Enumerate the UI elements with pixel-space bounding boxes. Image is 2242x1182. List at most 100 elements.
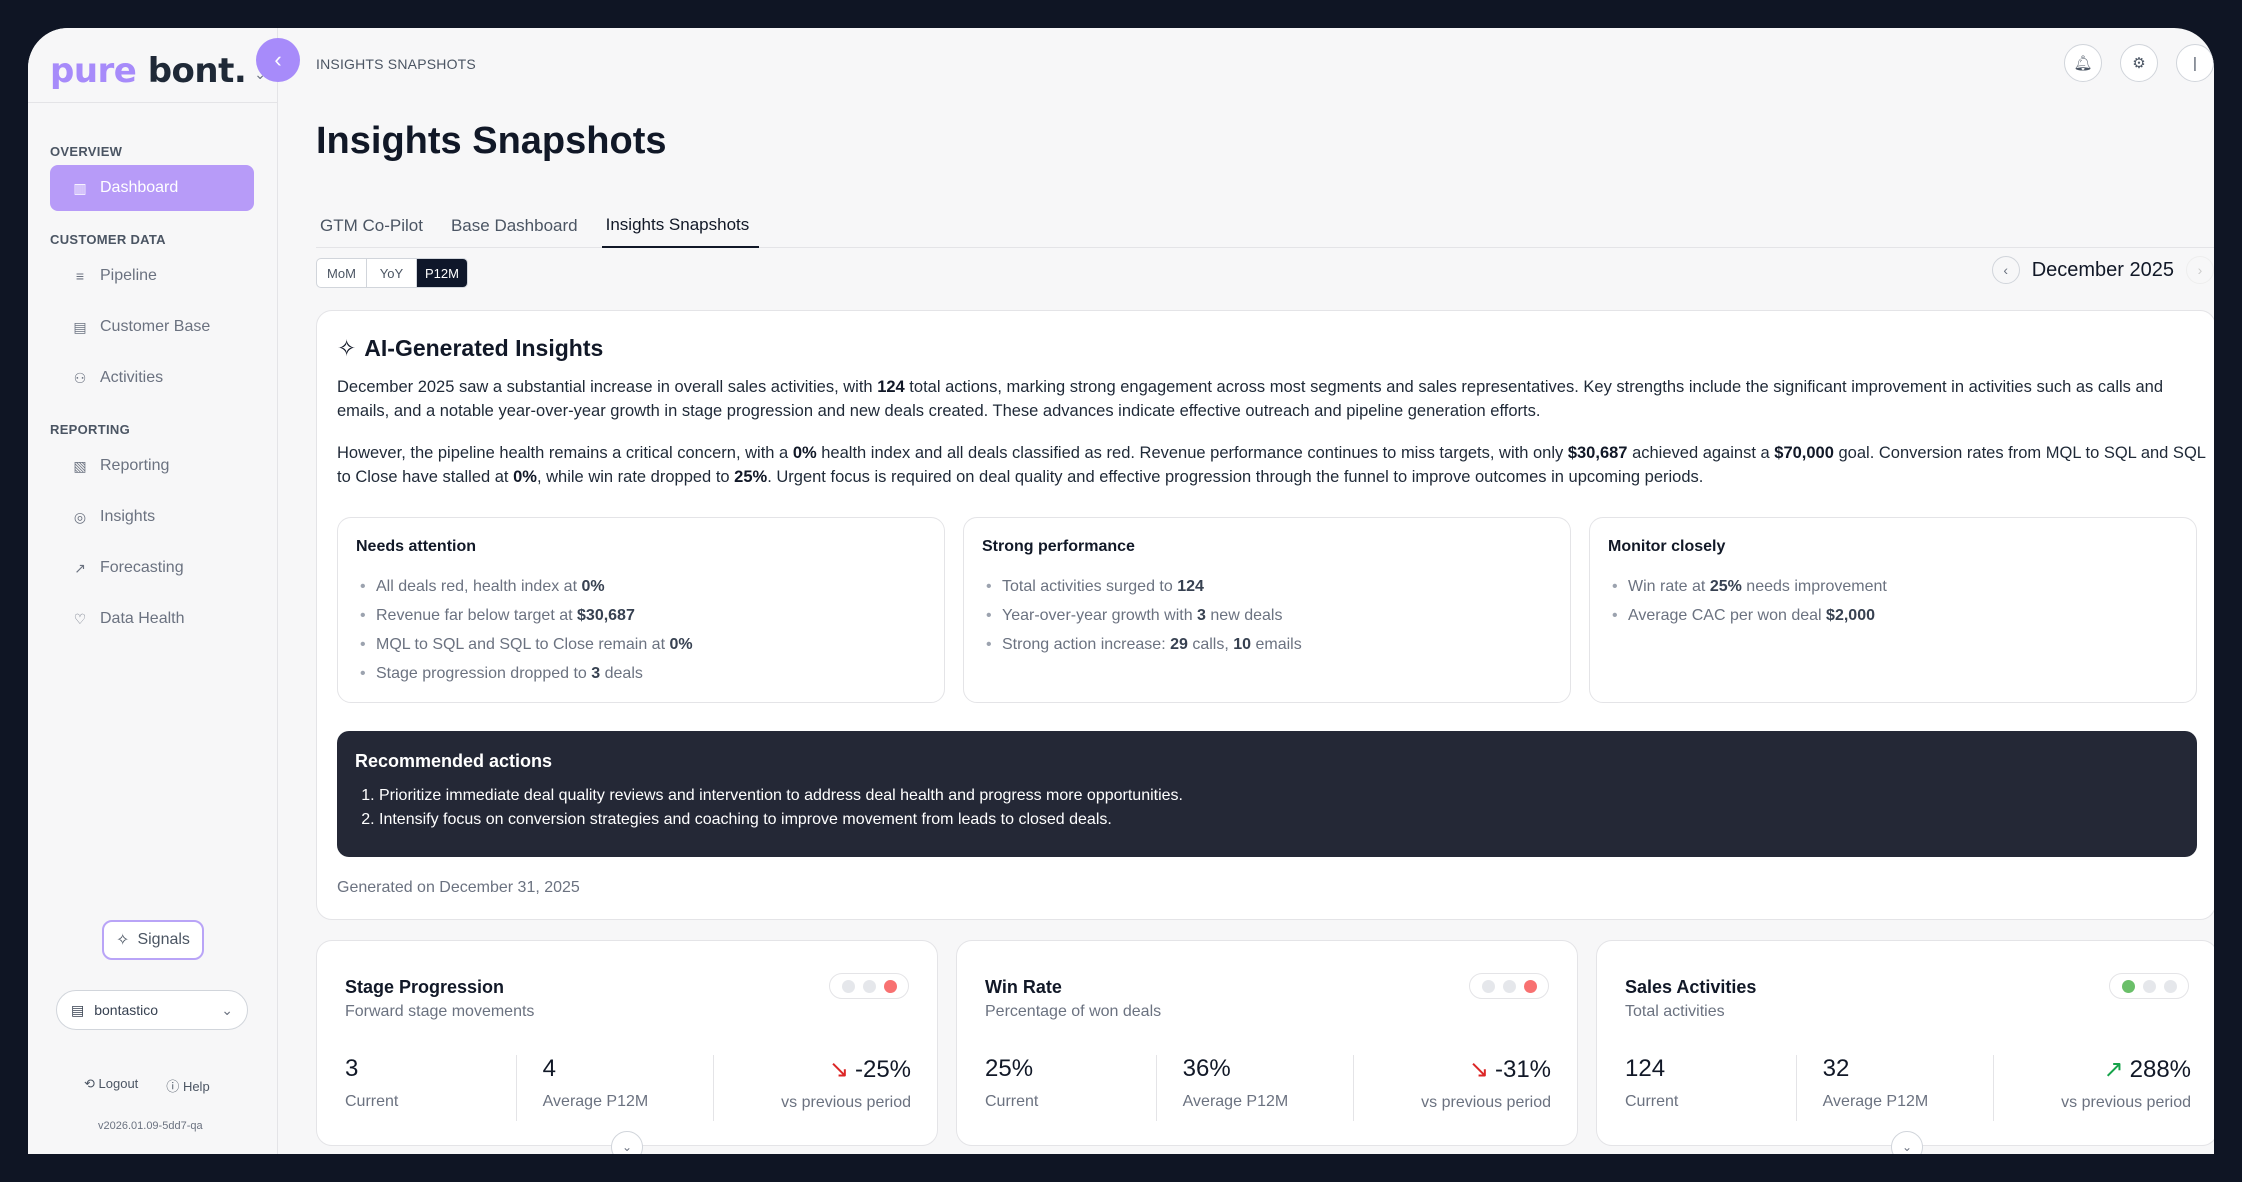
sidebar-item-label: Insights [100,508,156,525]
recommended-actions-card: Recommended actions Prioritize immediate… [337,731,2197,857]
sidebar-item-label: Data Health [100,610,185,627]
tab-base-dashboard[interactable]: Base Dashboard [450,216,578,235]
status-indicator [829,973,909,999]
sidebar-item-label: Pipeline [100,267,157,284]
tab-insights-snapshots[interactable]: Insights Snapshots [601,204,760,248]
sidebar-item-pipeline[interactable]: ≡ Pipeline [50,253,254,299]
logout-link[interactable]: ⟲ Logout [84,1076,139,1091]
sidebar-item-label: Dashboard [100,179,179,196]
breadcrumb: INSIGHTS SNAPSHOTS [316,56,476,72]
user-menu-icon[interactable]: | [2176,44,2214,82]
sidebar-item-insights[interactable]: ◎ Insights [50,494,254,540]
chevron-down-icon: ⌄ [621,1140,633,1154]
list-item: Average CAC per won deal $2,000 [1608,601,2178,630]
chevron-left-icon: ‹ [274,47,282,72]
insights-icon: ◎ [73,508,87,525]
tab-gtm-co-pilot[interactable]: GTM Co-Pilot [320,216,423,235]
trend-icon: ↗ [74,559,86,576]
period-mom[interactable]: MoM [317,259,367,287]
logout-icon: ⟲ [84,1076,95,1091]
building-icon: ▤ [71,1001,85,1018]
month-navigator: ‹ December 2025 › [1991,256,2214,284]
metric-card-sales-activities: Sales Activities Total activities 124 Cur… [1596,940,2214,1154]
report-icon: ▧ [73,457,87,474]
brand-logo: pure bont. [50,51,247,91]
gear-icon[interactable]: ⚙ [2120,44,2158,82]
sparkle-icon: ✧ [116,932,130,949]
arrow-up-right-icon: ↗ [2103,1056,2124,1083]
list-item: Prioritize immediate deal quality review… [379,784,2179,808]
dashboard-icon: ▥ [73,179,87,196]
building-icon: ▤ [73,318,87,335]
list-item: Year-over-year growth with 3 new deals [982,601,1552,630]
list-item: Intensify focus on conversion strategies… [379,808,2179,832]
sparkle-icon: ✧ [337,335,357,361]
list-item: Revenue far below target at $30,687 [356,601,926,630]
help-icon: ⓘ [166,1079,180,1094]
chevron-right-icon[interactable]: › [2186,256,2214,284]
period-yoy[interactable]: YoY [367,259,417,287]
tab-bar: GTM Co-Pilot Base Dashboard Insights Sna… [316,204,2214,248]
nav-section-overview: OVERVIEW [50,144,123,159]
list-item: All deals red, health index at 0% [356,572,926,601]
arrow-down-right-icon: ↘ [1468,1056,1489,1083]
ai-insights-title: ✧ AI-Generated Insights [337,335,604,361]
list-item: Win rate at 25% needs improvement [1608,572,2178,601]
page-title: Insights Snapshots [316,120,667,162]
metric-card-stage-progression: Stage Progression Forward stage movement… [316,940,938,1154]
top-icons: 🔔︎ ⚙ | [2064,44,2214,82]
chevron-down-icon: ⌄ [221,1001,233,1018]
list-item: Strong action increase: 29 calls, 10 ema… [982,630,1552,659]
strong-performance-card: Strong performance Total activities surg… [963,517,1571,703]
chevron-down-icon: ⌄ [1901,1140,1913,1154]
arrow-down-right-icon: ↘ [828,1056,849,1083]
workspace-select[interactable]: ▤ bontastico ⌄ [56,990,248,1030]
expand-button[interactable]: ⌄ [1891,1131,1923,1154]
metric-stats: 124 Current 32 Average P12M ↗ 288% vs previo… [1625,1055,2191,1121]
period-toggle: MoM YoY P12M [316,258,468,288]
footer-links: ⟲ Logout ⓘ Help [84,1076,210,1095]
sidebar-item-data-health[interactable]: ♡ Data Health [50,596,254,642]
divider [28,102,278,103]
sidebar-item-dashboard[interactable]: ▥ Dashboard [50,165,254,211]
nav-section-reporting: REPORTING [50,422,130,437]
sidebar-item-label: Reporting [100,457,170,474]
sidebar-item-label: Forecasting [100,559,184,576]
database-icon: ≡ [75,268,85,284]
list-item: MQL to SQL and SQL to Close remain at 0% [356,630,926,659]
brand[interactable]: pure bont. ⌄ [50,46,266,96]
help-link[interactable]: ⓘ Help [166,1079,210,1094]
insight-paragraph: December 2025 saw a substantial increase… [337,378,2164,420]
bell-icon[interactable]: 🔔︎ [2064,44,2102,82]
chevron-left-icon[interactable]: ‹ [1991,256,2020,284]
people-icon: ⚇ [73,369,87,386]
sidebar-item-customer-base[interactable]: ▤ Customer Base [50,304,254,350]
status-indicator [1469,973,1549,999]
expand-button[interactable]: ⌄ [611,1131,643,1154]
metric-stats: 3 Current 4 Average P12M ↘ -25% vs previous … [345,1055,911,1121]
list-item: Total activities surged to 124 [982,572,1552,601]
heart-icon: ♡ [73,610,87,627]
sidebar: pure bont. ⌄ OVERVIEW ▥ Dashboard CUSTOM… [28,28,278,1154]
version-label: v2026.01.09-5dd7-qa [98,1120,203,1132]
generated-date: Generated on December 31, 2025 [337,879,580,896]
needs-attention-card: Needs attention All deals red, health in… [337,517,945,703]
nav-section-customer-data: CUSTOMER DATA [50,232,166,247]
signals-button[interactable]: ✧ Signals [102,920,204,960]
selected-month: December 2025 [2031,258,2174,281]
sidebar-item-forecasting[interactable]: ↗ Forecasting [50,545,254,591]
metric-stats: 25% Current 36% Average P12M ↘ -31% vs previ… [985,1055,1551,1121]
list-item: Stage progression dropped to 3 deals [356,659,926,688]
sidebar-item-reporting[interactable]: ▧ Reporting [50,443,254,489]
sidebar-item-label: Customer Base [100,318,211,335]
period-p12m[interactable]: P12M [417,259,467,287]
status-indicator [2109,973,2189,999]
insight-paragraph: However, the pipeline health remains a c… [337,444,2206,486]
sidebar-item-activities[interactable]: ⚇ Activities [50,355,254,401]
ai-insights-card: ✧ AI-Generated Insights December 2025 sa… [316,310,2214,920]
sidebar-item-label: Activities [100,369,164,386]
metric-card-win-rate: Win Rate Percentage of won deals 25% Curr… [956,940,1578,1146]
monitor-closely-card: Monitor closely Win rate at 25% needs im… [1589,517,2197,703]
collapse-sidebar-button[interactable]: ‹ [256,38,300,82]
app-window: pure bont. ⌄ OVERVIEW ▥ Dashboard CUSTOM… [28,28,2214,1154]
